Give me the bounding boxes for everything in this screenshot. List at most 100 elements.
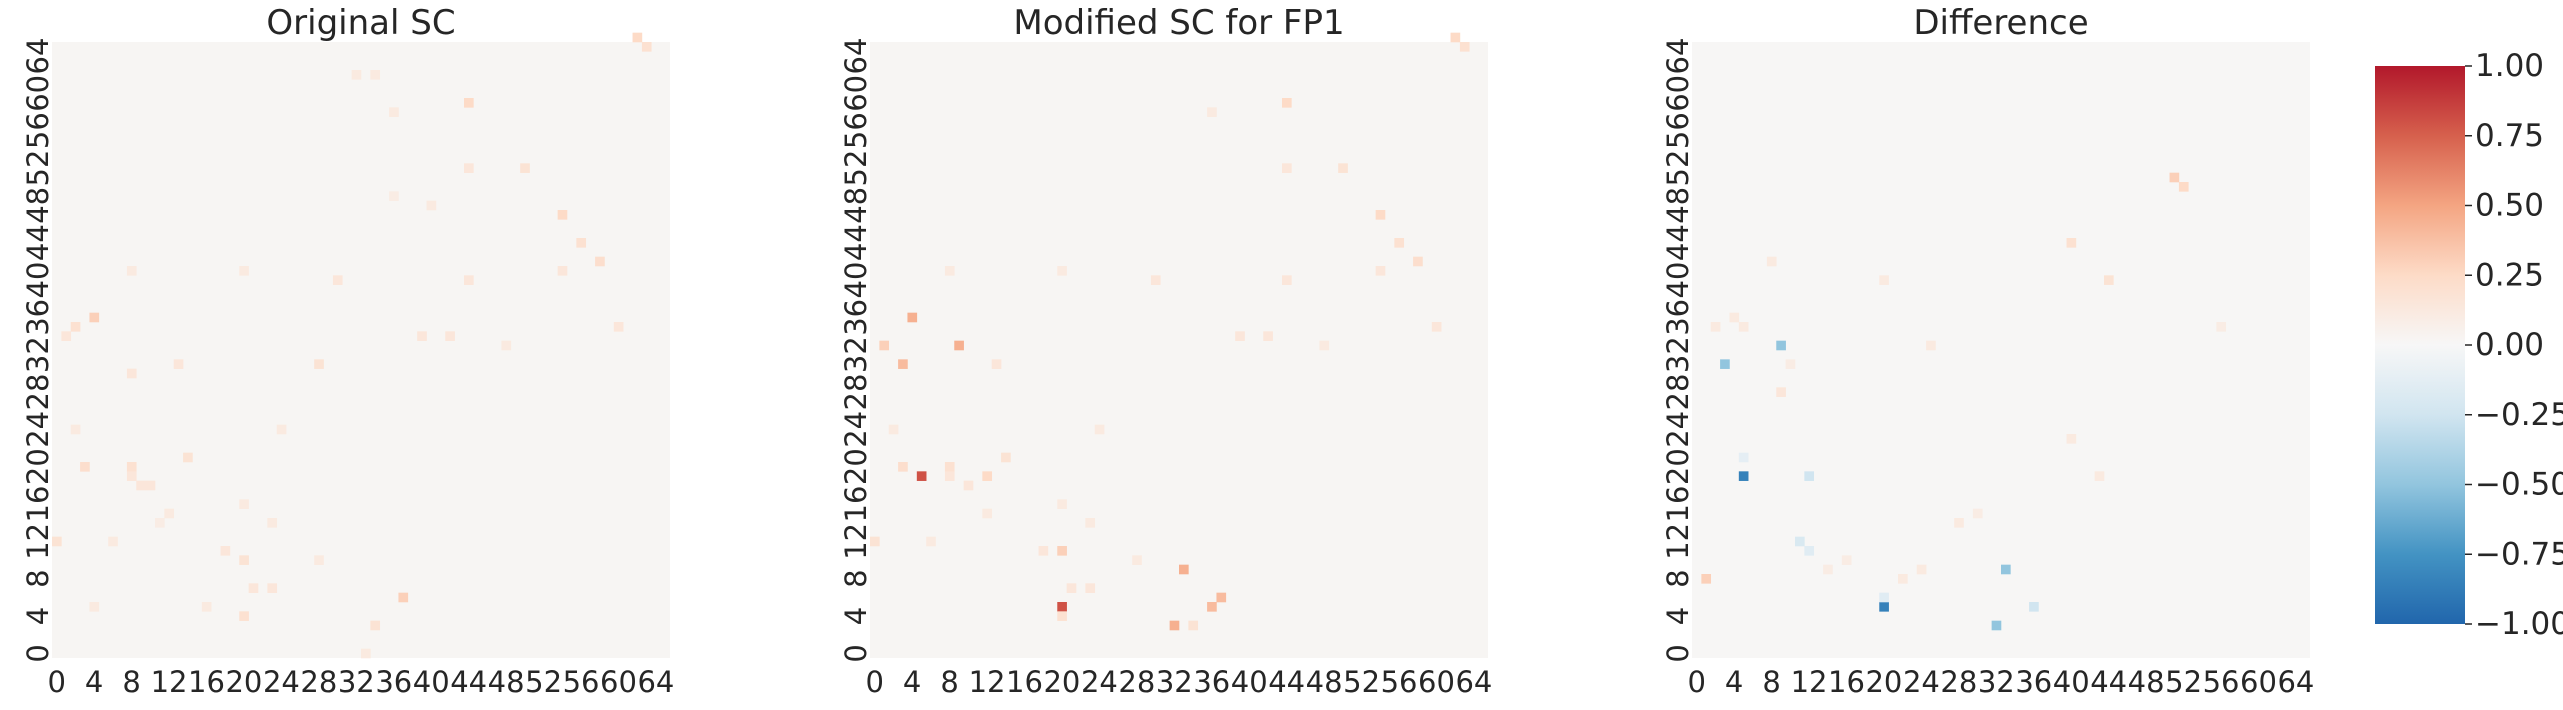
heatmap-cell — [1785, 359, 1796, 369]
heatmap-cell — [1001, 452, 1011, 463]
heatmap-cell — [1085, 518, 1096, 528]
heatmap-cell — [220, 546, 231, 556]
heatmap-cell — [1207, 107, 1217, 117]
heatmap-cell — [2029, 602, 2039, 612]
colorbar-tick-label: 0.50 — [2475, 188, 2544, 224]
heatmap-cell — [926, 536, 936, 547]
heatmap-cell — [464, 275, 474, 285]
heatmap-cell — [1057, 611, 1067, 621]
heatmap-cell — [1701, 574, 1712, 584]
heatmap-cell — [1150, 275, 1161, 285]
heatmap-cell — [954, 340, 964, 351]
x-tick-labels: 0 4 8 12 16 20 24 28 32 36 40 44 48 52 56 60 64 — [1687, 665, 2314, 699]
heatmap-title: Difference — [1913, 3, 2088, 43]
heatmap-cell — [89, 312, 100, 323]
x-tick-label: 36 — [1193, 665, 1230, 699]
heatmap-cell — [89, 602, 100, 612]
x-tick-label: 16 — [1828, 665, 1865, 699]
heatmap-cell — [1729, 312, 1740, 323]
heatmap-cell — [1841, 555, 1852, 565]
y-tick-label: 20 — [1661, 448, 1695, 485]
heatmap-cell — [1282, 163, 1292, 173]
heatmap-cell — [173, 359, 184, 369]
heatmap-cell — [239, 555, 249, 565]
heatmap-cell — [632, 32, 643, 43]
y-tick-label: 56 — [1661, 112, 1695, 149]
x-tick-label: 56 — [2203, 665, 2240, 699]
colorbar-tick-label: −0.25 — [2475, 397, 2563, 433]
y-tick-label: 0 — [1661, 644, 1695, 662]
x-tick-label: 44 — [1268, 665, 1305, 699]
x-tick-label: 40 — [413, 665, 450, 699]
y-tick-label: 32 — [1661, 336, 1695, 373]
heatmap-cell — [314, 555, 324, 565]
y-tick-label: 60 — [839, 75, 873, 112]
heatmap-cell — [907, 312, 918, 323]
heatmap-cell — [1795, 536, 1805, 547]
x-tick-label: 48 — [488, 665, 525, 699]
heatmap-cell — [1972, 508, 1983, 519]
x-tick-label: 0 — [865, 665, 883, 699]
heatmap-cell — [52, 536, 62, 547]
heatmap-cell — [1738, 471, 1749, 481]
y-tick-label: 44 — [1661, 224, 1695, 261]
heatmap-cell — [520, 163, 530, 173]
heatmap-cell — [1282, 275, 1292, 285]
heatmap-cell — [898, 359, 908, 369]
heatmap-cell — [1282, 98, 1292, 108]
y-tick-label: 64 — [839, 38, 873, 75]
heatmap-cell — [1766, 256, 1777, 267]
heatmap-cell — [267, 518, 278, 528]
heatmap-cell — [145, 480, 156, 491]
heatmap-cell — [888, 424, 899, 435]
x-tick-label: 4 — [85, 665, 103, 699]
heatmap-cell — [239, 266, 249, 276]
x-tick-label: 64 — [2277, 665, 2314, 699]
y-tick-label: 24 — [21, 411, 55, 448]
heatmap-cell — [239, 499, 249, 509]
y-tick-label: 44 — [21, 224, 55, 261]
heatmap-cell — [1094, 424, 1105, 435]
x-tick-label: 16 — [1006, 665, 1043, 699]
heatmap-cell — [944, 462, 955, 472]
y-tick-label: 16 — [1661, 486, 1695, 523]
y-tick-label: 40 — [21, 262, 55, 299]
x-tick-label: 40 — [1231, 665, 1268, 699]
x-tick-label: 4 — [903, 665, 921, 699]
heatmap-cell — [136, 480, 146, 491]
x-tick-label: 32 — [1156, 665, 1193, 699]
heatmap-cell — [2001, 564, 2011, 575]
heatmap-cell — [126, 368, 137, 379]
heatmap-cell — [1085, 583, 1096, 593]
x-tick-label: 44 — [450, 665, 487, 699]
heatmap-cell — [370, 620, 381, 631]
heatmap-cell — [1375, 210, 1386, 220]
heatmap-cell — [126, 462, 137, 472]
x-tick-label: 56 — [1381, 665, 1418, 699]
heatmap-cell — [276, 424, 287, 435]
heatmap-cell — [1954, 518, 1964, 528]
heatmap-cell — [248, 583, 259, 593]
y-tick-label: 36 — [1661, 299, 1695, 336]
x-tick-label: 8 — [122, 665, 140, 699]
heatmap-cell — [1263, 331, 1273, 341]
y-tick-label: 4 — [21, 607, 55, 625]
y-tick-label: 8 — [839, 569, 873, 587]
heatmap-cell — [1413, 256, 1423, 267]
y-tick-label: 0 — [839, 644, 873, 662]
heatmap-cell — [389, 191, 399, 201]
y-tick-label: 60 — [21, 75, 55, 112]
x-tick-label: 52 — [1343, 665, 1380, 699]
y-tick-label: 20 — [21, 448, 55, 485]
y-tick-label: 40 — [1661, 262, 1695, 299]
heatmap-cell — [1216, 592, 1227, 603]
x-tick-labels: 0 4 8 12 16 20 24 28 32 36 40 44 48 52 56 60 64 — [865, 665, 1492, 699]
heatmap-cell — [398, 592, 409, 603]
x-tick-label: 20 — [1043, 665, 1080, 699]
heatmap-background — [870, 42, 1488, 658]
heatmap-cell — [613, 322, 624, 332]
x-tick-label: 56 — [563, 665, 600, 699]
x-tick-label: 20 — [1865, 665, 1902, 699]
heatmap-cell — [1394, 238, 1405, 248]
heatmap-cell — [464, 163, 474, 173]
